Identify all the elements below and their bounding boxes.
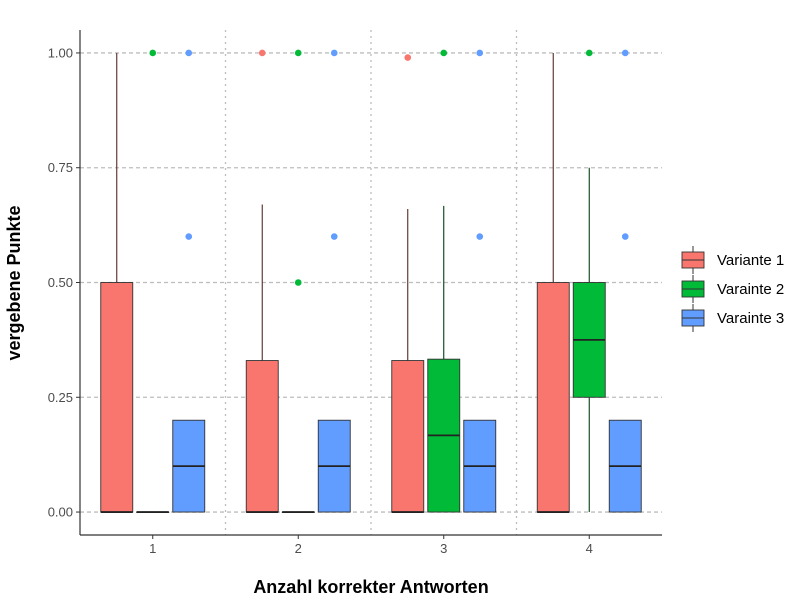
box-2-3: [427, 49, 461, 513]
box-body: [100, 282, 134, 513]
y-tick-label: 0.00: [48, 505, 73, 520]
legend-item-2: Varainte 2: [681, 275, 784, 303]
box-body: [536, 282, 570, 513]
legend-label: Variante 1: [717, 252, 784, 269]
legend-item-1: Variante 1: [681, 246, 784, 274]
box-2-2: [281, 49, 315, 513]
box-2-4: [572, 49, 606, 513]
outlier-point: [404, 54, 412, 61]
y-tick-label: 0.50: [48, 275, 73, 290]
y-ticks: 0.00 0.25 0.50 0.75 1.00: [48, 45, 80, 520]
outlier-point: [185, 49, 193, 57]
legend-label: Varainte 2: [717, 281, 784, 298]
y-tick-label: 0.75: [48, 160, 73, 175]
outlier-point: [621, 233, 629, 240]
outlier-point: [149, 49, 157, 57]
outlier-point: [476, 233, 484, 240]
x-axis-title: Anzahl korrekter Antworten: [253, 577, 488, 597]
outlier-point: [476, 49, 484, 57]
box-2-1: [136, 49, 170, 513]
box-1-4: [536, 52, 570, 513]
x-tick-label: 4: [586, 541, 593, 556]
box-3-4: [608, 49, 642, 513]
outlier-point: [294, 279, 302, 286]
legend: Variante 1 Varainte 2 Varainte 3: [681, 246, 784, 332]
outlier-point: [185, 233, 193, 240]
outlier-point: [294, 49, 302, 57]
legend-item-3: Varainte 3: [681, 304, 784, 332]
x-tick-label: 3: [440, 541, 447, 556]
x-tick-label: 1: [149, 541, 156, 556]
box-3-3: [463, 49, 497, 513]
outlier-point: [585, 49, 593, 57]
y-tick-label: 1.00: [48, 45, 73, 60]
box-1-2: [245, 49, 279, 513]
box-body: [245, 360, 279, 513]
y-axis-title: vergebene Punkte: [4, 205, 24, 360]
legend-label: Varainte 3: [717, 310, 784, 327]
y-tick-label: 0.25: [48, 390, 73, 405]
box-body: [391, 360, 425, 513]
box-3-1: [172, 49, 206, 513]
box-3-2: [317, 49, 351, 513]
outlier-point: [440, 49, 448, 57]
outlier-point: [258, 49, 266, 57]
box-layer: [100, 49, 642, 513]
outlier-point: [621, 49, 629, 57]
box-1-1: [100, 52, 134, 513]
outlier-point: [330, 49, 338, 57]
box-1-3: [391, 54, 425, 513]
x-tick-label: 2: [295, 541, 302, 556]
x-ticks: 1 2 3 4: [149, 535, 593, 556]
outlier-point: [330, 233, 338, 240]
